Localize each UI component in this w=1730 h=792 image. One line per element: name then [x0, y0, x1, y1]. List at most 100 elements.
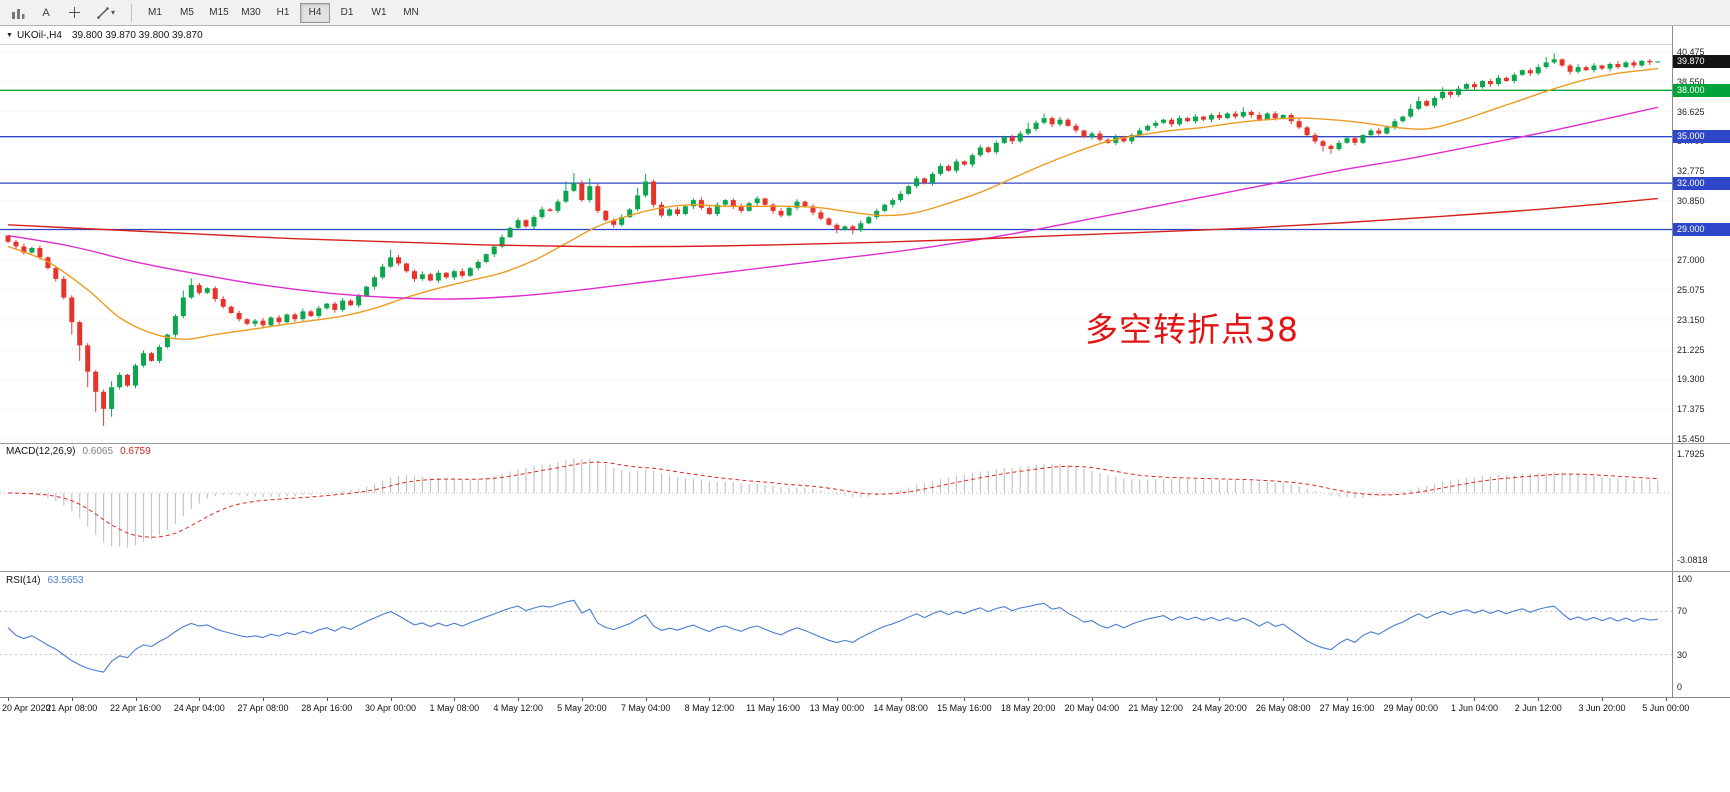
- time-tick: [263, 698, 265, 701]
- rsi-axis-label: 0: [1677, 682, 1683, 692]
- pointer-tool-button[interactable]: A: [42, 6, 50, 19]
- time-tick: [1219, 698, 1221, 701]
- timeframe-button-M5[interactable]: M5: [180, 7, 194, 18]
- time-axis-label: 5 Jun 00:00: [1642, 703, 1690, 713]
- time-axis-label: 30 Apr 00:00: [365, 703, 417, 713]
- time-tick: [518, 698, 520, 701]
- timeframe-button-W1[interactable]: W1: [371, 7, 387, 18]
- price-axis-label: 36.625: [1677, 106, 1705, 117]
- time-axis-label: 11 May 16:00: [746, 703, 801, 713]
- timeframe-button-H4[interactable]: H4: [300, 2, 330, 23]
- chart-button[interactable]: [4, 2, 32, 24]
- time-axis-label: 18 May 20:00: [1000, 703, 1056, 713]
- price-axis-label: 27.000: [1677, 255, 1705, 266]
- time-axis-label: 27 Apr 08:00: [237, 703, 289, 713]
- time-tick: [71, 698, 73, 701]
- bar-chart-icon: [12, 8, 25, 19]
- macd-signal-value: 0.6759: [120, 446, 151, 457]
- time-axis-label: 8 May 12:00: [684, 703, 735, 713]
- time-axis-label: 15 May 16:00: [937, 703, 992, 713]
- rsi-plot[interactable]: [0, 572, 1672, 697]
- time-axis-label: 21 Apr 08:00: [46, 703, 98, 713]
- price-grid: [0, 51, 1672, 440]
- toolbar: A ▾ M1 M5 M15 M30 H1 H4 D1 W1 MN: [0, 0, 1730, 26]
- time-axis-label: 26 May 08:00: [1255, 703, 1311, 713]
- ma-mid-line: [7, 106, 1658, 300]
- chart-ohlc-values: 39.800 39.870 39.800 39.870: [71, 29, 203, 41]
- price-axis-label: 17.375: [1677, 404, 1705, 415]
- time-tick: [326, 698, 328, 701]
- time-tick: [1283, 698, 1285, 701]
- time-tick: [1410, 698, 1412, 701]
- time-tick: [1091, 698, 1093, 701]
- macd-signal-line: [7, 461, 1658, 538]
- crosshair-icon: [68, 7, 80, 18]
- main-price-plot[interactable]: [0, 46, 1672, 443]
- rsi-value: 63.5653: [47, 575, 84, 586]
- chart-expand-icon[interactable]: ▼: [6, 31, 13, 39]
- time-tick: [1155, 698, 1157, 701]
- panel-divider[interactable]: [0, 571, 1730, 572]
- time-tick: [581, 698, 583, 701]
- time-axis-label: 27 May 16:00: [1319, 703, 1375, 713]
- time-tick: [1028, 698, 1030, 701]
- chart-annotation-text[interactable]: 多空转折点38: [1085, 310, 1299, 349]
- rsi-axis-label: 100: [1677, 574, 1693, 584]
- rsi-indicator-label: RSI(14) 63.5653: [6, 575, 84, 586]
- macd-indicator-label: MACD(12,26,9) 0.6065 0.6759: [6, 446, 151, 457]
- price-level-tag-32.000[interactable]: 32.000: [1673, 176, 1730, 190]
- timeframe-button-M1[interactable]: M1: [148, 7, 162, 18]
- price-axis-label: 30.850: [1677, 195, 1705, 206]
- timeframe-button-H1[interactable]: H1: [276, 7, 290, 18]
- time-tick: [135, 698, 137, 701]
- price-axis-label: 32.775: [1677, 166, 1705, 177]
- macd-axis-label: -3.0818: [1677, 555, 1708, 565]
- ma-slow-line: [7, 197, 1658, 248]
- time-tick: [773, 698, 775, 701]
- price-axis[interactable]: 40.47538.55036.62534.70032.77530.85027.0…: [1672, 26, 1730, 697]
- price-level-tag-38.000[interactable]: 38.000: [1673, 83, 1730, 97]
- current-price-tag: 39.870: [1673, 54, 1730, 68]
- time-tick: [1538, 698, 1540, 701]
- draw-tools-button[interactable]: ▾: [88, 2, 124, 24]
- time-axis-label: 14 May 08:00: [873, 703, 928, 713]
- rsi-axis-label: 30: [1677, 649, 1688, 660]
- macd-axis-label: 1.7925: [1677, 449, 1705, 459]
- time-axis-label: 29 May 00:00: [1383, 703, 1438, 713]
- time-tick: [645, 698, 647, 701]
- time-axis-label: 24 Apr 04:00: [173, 703, 225, 713]
- time-axis-label: 28 Apr 16:00: [301, 703, 353, 713]
- time-axis-label: 7 May 04:00: [620, 703, 671, 713]
- crosshair-tool-button[interactable]: [60, 2, 88, 24]
- price-level-tag-29.000[interactable]: 29.000: [1673, 222, 1730, 236]
- time-axis-label: 22 Apr 16:00: [109, 703, 162, 713]
- time-axis[interactable]: 20 Apr 2020 21 Apr 08:00 22 Apr 16:00 24 Ap…: [0, 697, 1730, 717]
- macd-histogram: [15, 458, 1659, 548]
- trendline-icon: [97, 6, 109, 19]
- candles: [5, 53, 1661, 426]
- time-tick: [390, 698, 392, 701]
- price-axis-label: 21.225: [1677, 344, 1705, 355]
- time-axis-label: 21 May 12:00: [1128, 703, 1183, 713]
- time-axis-label: 20 Apr 2020: [2, 703, 51, 713]
- panel-divider[interactable]: [0, 443, 1730, 444]
- price-axis-label: 15.450: [1677, 434, 1705, 444]
- time-tick: [709, 698, 711, 701]
- timeframe-button-M15[interactable]: M15: [209, 7, 229, 18]
- time-tick: [1602, 698, 1603, 701]
- timeframe-button-MN[interactable]: MN: [403, 7, 419, 18]
- price-axis-label: 19.300: [1677, 374, 1705, 385]
- ma-fast-line: [7, 67, 1658, 341]
- timeframe-button-M30[interactable]: M30: [241, 7, 261, 18]
- time-tick: [900, 698, 902, 701]
- rsi-name: RSI(14): [6, 575, 41, 586]
- macd-plot[interactable]: [0, 444, 1672, 570]
- timeframe-button-group: M1 M5 M15 M30 H1 H4 D1 W1 MN: [139, 2, 427, 23]
- price-level-tag-35.000[interactable]: 35.000: [1673, 130, 1730, 144]
- time-axis-label: 1 May 08:00: [429, 703, 480, 713]
- chart-symbol-label: UKOil-,H4: [16, 29, 62, 41]
- toolbar-separator: [131, 3, 132, 22]
- timeframe-button-D1[interactable]: D1: [340, 7, 354, 18]
- macd-main-value: 0.6065: [82, 446, 114, 457]
- macd-name: MACD(12,26,9): [6, 446, 76, 457]
